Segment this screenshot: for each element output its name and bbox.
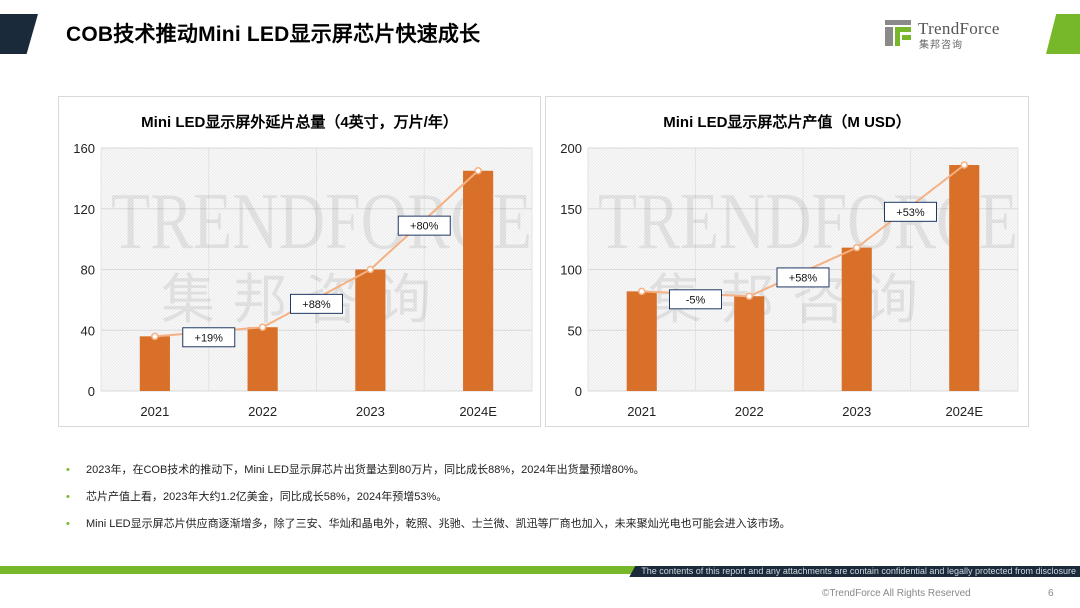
- bullet-text: Mini LED显示屏芯片供应商逐渐增多，除了三安、华灿和晶电外，乾照、兆驰、士…: [86, 518, 791, 530]
- y-tick-label: 100: [560, 263, 582, 278]
- y-tick-label: 0: [88, 384, 95, 399]
- bar-2023: [841, 247, 872, 391]
- x-tick-label: 2021: [140, 404, 169, 419]
- chip-value-chart: Mini LED显示屏芯片产值（M USD） 0 50 100 150 200 TREND…: [545, 96, 1029, 427]
- page-number: 6: [1048, 588, 1054, 599]
- growth-label-box: [397, 215, 451, 236]
- confidentiality-notice: The contents of this report and any atta…: [629, 566, 1080, 577]
- watermark-text: TRENDFORCE: [598, 178, 1018, 266]
- y-tick-label: 80: [81, 263, 95, 278]
- bar-2021: [626, 291, 657, 391]
- wafer-volume-chart-svg: 04080120160TRENDFORCE集邦咨询202120222023202…: [73, 141, 533, 419]
- bullet-text: 芯片产值上看，2023年大约1.2亿美金，同比成长58%，2024年预增53%。: [86, 491, 448, 503]
- logo-subtitle: 集邦咨询: [919, 40, 963, 51]
- y-tick-label: 50: [568, 323, 582, 338]
- bar-2024E: [949, 165, 980, 391]
- trendforce-logo: TrendForce 集邦咨询: [884, 18, 1024, 51]
- y-tick-label: 200: [560, 141, 582, 156]
- y-tick-label: 120: [73, 202, 95, 217]
- bullet-marker: •: [66, 464, 70, 476]
- bar-2024E: [463, 170, 494, 391]
- bar-2022: [734, 296, 765, 391]
- trend-point: [745, 292, 753, 300]
- wafer-volume-chart: Mini LED显示屏外延片总量（4英寸，万片/年） 0 40 80 120 160 TR…: [58, 96, 541, 427]
- x-tick-label: 2023: [356, 404, 385, 419]
- watermark-text: TRENDFORCE: [111, 178, 532, 266]
- growth-label-box: [290, 293, 343, 314]
- bullet-marker: •: [66, 491, 70, 503]
- left-accent-shape: [0, 14, 38, 54]
- growth-label: +80%: [410, 221, 439, 233]
- trend-point: [960, 161, 968, 169]
- bullet-item: • Mini LED显示屏芯片供应商逐渐增多，除了三安、华灿和晶电外，乾照、兆驰、…: [66, 516, 1046, 543]
- trend-point: [258, 323, 267, 331]
- copyright: ©TrendForce All Rights Reserved: [822, 588, 971, 599]
- growth-label: +19%: [195, 332, 224, 344]
- footer-bar: [0, 566, 1080, 574]
- bullet-item: • 2023年，在COB技术的推动下，Mini LED显示屏芯片出货量达到80万片…: [66, 462, 1046, 489]
- growth-label: +88%: [302, 299, 331, 311]
- y-tick-label: 160: [73, 141, 95, 156]
- trendforce-logo-icon: [885, 20, 911, 46]
- x-tick-label: 2021: [627, 404, 656, 419]
- trend-point: [151, 332, 159, 341]
- growth-label-box: [182, 327, 236, 348]
- bar-2023: [355, 269, 386, 391]
- x-tick-label: 2024E: [945, 404, 983, 419]
- y-tick-label: 150: [560, 202, 582, 217]
- bar-2021: [139, 336, 170, 391]
- logo-name: TrendForce: [918, 19, 1000, 38]
- x-tick-label: 2022: [735, 404, 764, 419]
- x-tick-label: 2024E: [459, 404, 497, 419]
- y-tick-label: 0: [575, 384, 582, 399]
- right-accent-shape: [1046, 14, 1080, 54]
- y-tick-label: 40: [81, 323, 95, 338]
- chart-title: Mini LED显示屏芯片产值（M USD）: [663, 114, 911, 131]
- trend-point: [474, 167, 482, 175]
- growth-label-box: [884, 201, 937, 222]
- trend-point: [638, 287, 646, 296]
- bullet-marker: •: [66, 518, 70, 530]
- growth-label: +58%: [789, 272, 818, 284]
- bullet-list: • 2023年，在COB技术的推动下，Mini LED显示屏芯片出货量达到80万片…: [66, 462, 1046, 543]
- trend-point: [853, 243, 861, 252]
- growth-label-box: [669, 289, 722, 310]
- x-tick-label: 2022: [248, 404, 277, 419]
- bullet-item: • 芯片产值上看，2023年大约1.2亿美金，同比成长58%，2024年预增53%…: [66, 489, 1046, 516]
- growth-label-box: [776, 267, 830, 288]
- bullet-text: 2023年，在COB技术的推动下，Mini LED显示屏芯片出货量达到80万片，…: [86, 464, 645, 476]
- growth-label: +53%: [896, 207, 925, 219]
- chart-title: Mini LED显示屏外延片总量（4英寸，万片/年）: [141, 114, 458, 131]
- trend-point: [366, 265, 375, 274]
- growth-label: -5%: [686, 294, 706, 306]
- bar-2022: [247, 327, 278, 391]
- page-title: COB技术推动Mini LED显示屏芯片快速成长: [66, 23, 481, 46]
- x-tick-label: 2023: [842, 404, 871, 419]
